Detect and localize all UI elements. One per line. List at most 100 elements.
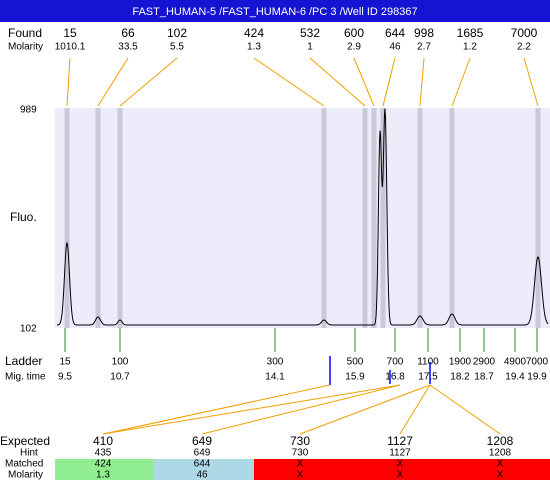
ladder-size: 100	[112, 357, 129, 368]
window-title: FAST_HUMAN-5 /FAST_HUMAN-6 /PC 3 /Well I…	[132, 6, 417, 18]
expected-connector	[102, 384, 331, 435]
found-connector	[451, 57, 471, 107]
title-bar	[0, 0, 550, 22]
mig-time-label: Mig. time	[5, 372, 46, 383]
found-connector	[97, 57, 129, 107]
expected-size: 730	[290, 434, 310, 448]
found-molarity: 1010.1	[55, 42, 86, 53]
expected-connector	[201, 384, 401, 435]
ladder-size: 300	[267, 357, 284, 368]
hint-label: Hint	[20, 448, 38, 459]
hint-size: 649	[194, 448, 211, 459]
matched-molarity: X	[297, 470, 304, 480]
expected-size: 1127	[387, 434, 413, 448]
ladder-time: 14.1	[265, 372, 285, 383]
ladder-size: 500	[347, 357, 364, 368]
ladder-size: 700	[387, 357, 404, 368]
found-connector	[353, 57, 375, 107]
molarity-label: Molarity	[8, 42, 43, 53]
matched-molarity: X	[497, 470, 504, 480]
hint-size: 1127	[389, 448, 411, 459]
ladder-time: 10.7	[110, 372, 130, 383]
found-size: 424	[244, 26, 264, 40]
trace	[56, 108, 549, 326]
ladder-time: 18.7	[474, 372, 494, 383]
molarity-label: Molarity	[8, 470, 43, 480]
expected-size: 1208	[487, 434, 514, 448]
ladder-time: 18.2	[450, 372, 470, 383]
ladder-size: 1900	[449, 357, 472, 368]
found-connector	[382, 57, 396, 107]
found-molarity: 33.5	[118, 42, 138, 53]
ladder-size: 2900	[473, 357, 496, 368]
peak-band	[321, 108, 327, 328]
expected-connector	[102, 384, 401, 435]
found-size: 532	[300, 26, 320, 40]
found-size: 998	[414, 26, 434, 40]
expected-connector	[399, 384, 431, 435]
ladder-time: 16.8	[385, 372, 405, 383]
found-molarity: 5.5	[170, 42, 184, 53]
matched-size: X	[397, 459, 404, 470]
hint-size: 1208	[489, 448, 512, 459]
peak-band	[371, 108, 377, 328]
matched-size: X	[297, 459, 304, 470]
peak-band	[64, 108, 70, 328]
found-molarity: 2.7	[417, 42, 431, 53]
peak-band	[417, 108, 423, 328]
matched-molarity: 1.3	[96, 470, 110, 480]
peak-band	[449, 108, 455, 328]
peak-band	[535, 108, 541, 328]
ladder-time: 15.9	[345, 372, 365, 383]
found-connector	[309, 57, 366, 107]
matched-ok	[55, 459, 154, 480]
found-connector	[419, 57, 425, 107]
found-molarity: 1.2	[463, 42, 477, 53]
peak-band	[362, 108, 368, 328]
matched-size: X	[497, 459, 504, 470]
matched-molarity: X	[397, 470, 404, 480]
fluo-bottom: 102	[20, 324, 37, 335]
matched-label: Matched	[5, 459, 43, 470]
found-size: 600	[344, 26, 364, 40]
found-molarity: 1	[307, 42, 313, 53]
found-size: 1685	[457, 26, 484, 40]
ladder-time: 9.5	[58, 372, 72, 383]
matched-molarity: 46	[196, 470, 208, 480]
expected-connector	[299, 384, 431, 435]
matched-ok	[154, 459, 254, 480]
plot-area	[55, 108, 550, 328]
expected-connector	[429, 384, 501, 435]
ladder-label: Ladder	[5, 354, 42, 368]
found-label: Found	[8, 26, 42, 40]
found-size: 7000	[511, 26, 538, 40]
fluo-top: 989	[20, 105, 37, 116]
found-size: 102	[167, 26, 187, 40]
found-molarity: 1.3	[247, 42, 261, 53]
hint-size: 435	[95, 448, 112, 459]
peak-band	[117, 108, 123, 328]
found-connector	[119, 57, 178, 107]
found-connector	[253, 57, 325, 107]
ladder-time: 19.4	[505, 372, 525, 383]
found-size: 66	[121, 26, 135, 40]
matched-size: 424	[95, 459, 112, 470]
peak-band	[95, 108, 101, 328]
found-size: 15	[63, 26, 77, 40]
found-size: 644	[385, 26, 405, 40]
ladder-time: 17.5	[418, 372, 438, 383]
found-molarity: 2.2	[517, 42, 531, 53]
expected-size: 649	[192, 434, 212, 448]
ladder-size: 1100	[417, 357, 439, 368]
matched-size: 644	[194, 459, 211, 470]
found-connector	[66, 57, 71, 107]
matched-missing	[254, 459, 550, 480]
hint-size: 730	[292, 448, 309, 459]
ladder-size: 7000	[526, 357, 549, 368]
expected-label: Expected	[0, 434, 50, 448]
ladder-size: 15	[59, 357, 71, 368]
found-connector	[523, 57, 539, 107]
found-molarity: 46	[389, 42, 401, 53]
expected-size: 410	[93, 434, 113, 448]
ladder-time: 19.9	[527, 372, 547, 383]
